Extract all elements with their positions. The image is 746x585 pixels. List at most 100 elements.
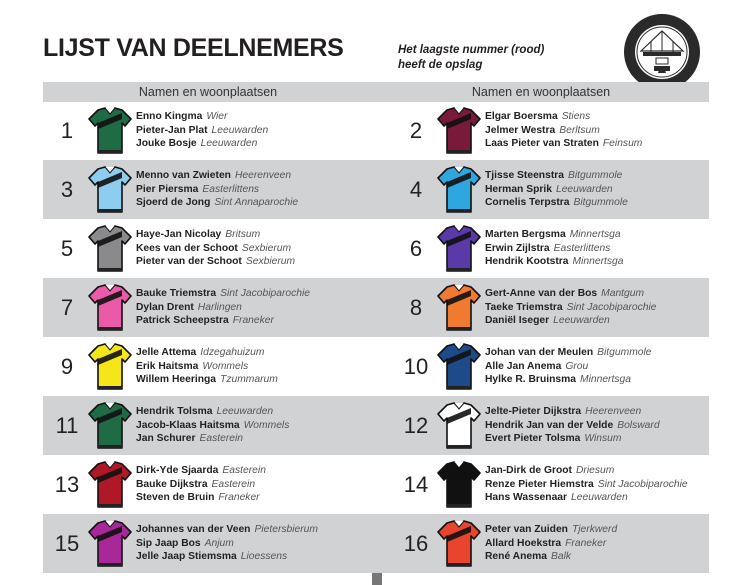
team-row: 11 Hendrik Tolsma Leeuwarden Jacob-Klaas H… [43,396,373,455]
player-place: Leeuwarden [571,492,628,503]
player-name: Jelle Attema [136,347,197,358]
serve-note-line-1: Het laagste nummer (rood) [398,44,545,56]
player-place: Leeuwarden [211,124,269,136]
player-entry: Willem Heeringa Tzummarum [136,373,278,387]
player-place: Balk [551,551,572,562]
player-name: Erwin Zijlstra [485,242,550,254]
player-place: Easterein [222,465,266,476]
team-number: 1 [60,118,74,143]
player-name: Allard Hoekstra [485,537,562,549]
team-row: 12 Jelte-Pieter Dijkstra Heerenveen Hendri… [373,396,709,455]
team-row: 5 Haye-Jan Nicolay Britsum Kees van der Sc… [43,219,373,278]
player-name: Elgar Boersma [485,111,558,122]
player-place: Minnertsga [572,256,624,267]
shirt-icon [88,284,132,331]
player-entry: Kees van der Schoot Sexbierum [136,242,295,256]
player-entry: Erik Haitsma Wommels [136,360,278,374]
shirt-icon [88,520,132,567]
player-place: Tjerkwerd [571,524,618,535]
player-name: Jacob-Klaas Haitsma [136,419,240,431]
player-place: Heerenveen [585,406,642,417]
player-name: Hylke R. Bruinsma [485,374,576,385]
player-name: Haye-Jan Nicolay [136,229,222,240]
player-entry: Allard Hoekstra Franeker [485,537,617,551]
column-header-right: Namen en woonplaatsen [373,82,709,102]
player-place: Sint Jacobiparochie [220,288,311,299]
player-place: Pietersbierum [254,524,318,535]
team-row: 13 Dirk-Yde Sjaarda Easterein Bauke Dijkst… [43,455,373,514]
player-entry: Pier Piersma Easterlittens [136,183,298,197]
player-place: Minnertsga [569,229,621,240]
player-list: Johan van der Meulen Bitgummole Alle Jan A… [485,346,652,387]
player-list: Jelle Attema Idzegahuizum Erik Haitsma Womm… [136,346,278,387]
player-name: Erik Haitsma [136,360,199,372]
player-place: Sint Jacobiparochie [566,301,657,313]
player-name: Jouke Bosje [136,138,197,149]
player-place: Easterlittens [553,242,611,254]
shirt-icon [437,461,481,508]
player-place: Leeuwarden [200,138,258,149]
player-entry: René Anema Balk [485,550,617,564]
player-place: Anjum [204,537,234,549]
player-name: Taeke Triemstra [485,301,563,313]
player-place: Winsum [584,433,622,444]
player-name: Jelte-Pieter Dijkstra [485,406,582,417]
player-name: Hendrik Kootstra [485,256,569,267]
player-entry: Jelmer Westra Berltsum [485,124,642,138]
player-entry: Peter van Zuiden Tjerkwerd [485,523,617,537]
player-name: René Anema [485,551,547,562]
player-name: Marten Bergsma [485,229,566,240]
player-place: Bolsward [617,419,660,431]
player-name: Pieter van der Schoot [136,256,242,267]
player-list: Menno van Zwieten Heerenveen Pier Piersma E… [136,169,298,210]
team-row: 15 Johannes van der Veen Pietersbierum Sip… [43,514,373,573]
team-number: 14 [403,472,429,497]
player-entry: Renze Pieter Hiemstra Sint Jacobiparochie [485,478,688,492]
player-name: Pier Piersma [136,183,199,195]
player-name: Johannes van der Veen [136,524,251,535]
player-entry: Gert-Anne van der Bos Mantgum [485,287,657,301]
player-place: Tzummarum [220,374,278,385]
player-entry: Bauke Triemstra Sint Jacobiparochie [136,287,310,301]
commission-seal-logo [624,14,700,90]
player-entry: Cornelis Terpstra Bitgummole [485,196,628,210]
player-name: Hendrik Jan van der Velde [485,419,614,431]
player-list: Elgar Boersma Stiens Jelmer Westra Berltsum… [485,110,642,151]
player-place: Easterlittens [202,183,260,195]
team-number: 16 [403,531,429,556]
player-name: Bauke Triemstra [136,288,217,299]
player-entry: Hylke R. Bruinsma Minnertsga [485,373,652,387]
team-number: 12 [403,413,429,438]
column-header-left: Namen en woonplaatsen [43,82,373,102]
team-row: 4 Tjisse Steenstra Bitgummole Herman Sprik… [373,160,709,219]
player-name: Menno van Zwieten [136,170,231,181]
player-entry: Jouke Bosje Leeuwarden [136,137,268,151]
player-name: Johan van der Meulen [485,347,594,358]
shirt-icon [88,402,132,449]
player-place: Sint Jacobiparochie [597,478,688,490]
player-place: Sexbierum [241,242,292,254]
player-list: Johannes van der Veen Pietersbierum Sip Ja… [136,523,318,564]
player-name: Alle Jan Anema [485,360,562,372]
player-place: Minnertsga [580,374,631,385]
player-place: Driesum [575,465,615,476]
player-name: Dirk-Yde Sjaarda [136,465,219,476]
shirt-icon [437,225,481,272]
player-list: Tjisse Steenstra Bitgummole Herman Sprik Le… [485,169,628,210]
shirt-icon [88,166,132,213]
shirt-icon [437,343,481,390]
player-name: Jelmer Westra [485,124,556,136]
player-list: Hendrik Tolsma Leeuwarden Jacob-Klaas Hait… [136,405,289,446]
team-number: 2 [409,118,423,143]
player-name: Tjisse Steenstra [485,170,564,181]
player-entry: Laas Pieter van Straten Feinsum [485,137,642,151]
player-name: Jelle Jaap Stiemsma [136,551,237,562]
player-name: Steven de Bruin [136,492,215,503]
player-place: Bitgummole [567,170,623,181]
player-entry: Elgar Boersma Stiens [485,110,642,124]
shirt-icon [437,166,481,213]
player-entry: Bauke Dijkstra Easterein [136,478,266,492]
player-entry: Pieter van der Schoot Sexbierum [136,255,295,269]
team-row: 9 Jelle Attema Idzegahuizum Erik Haitsma Wo… [43,337,373,396]
player-entry: Erwin Zijlstra Easterlittens [485,242,623,256]
